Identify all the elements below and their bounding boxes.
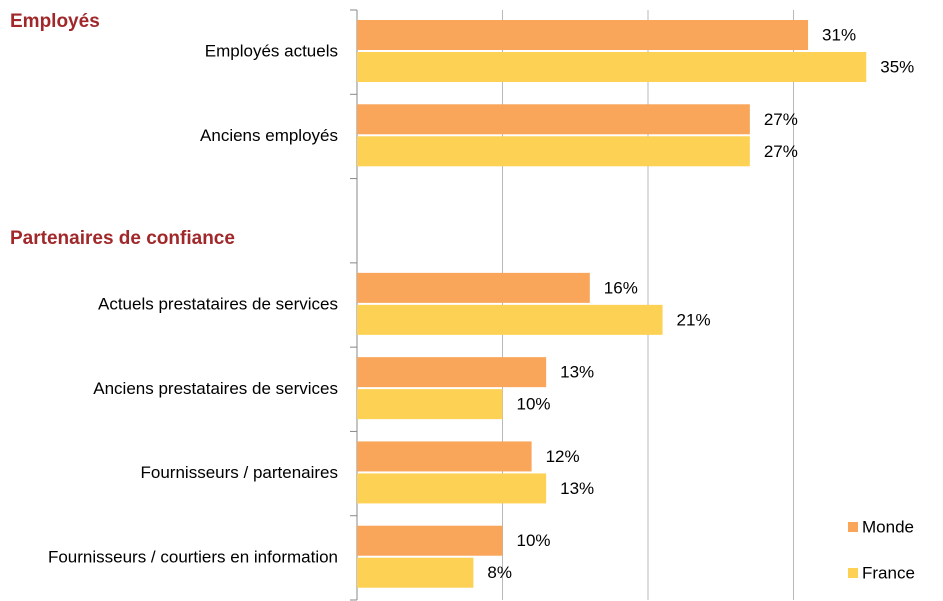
value-label: 35% [880, 57, 914, 76]
legend-swatch [848, 568, 858, 578]
value-label: 27% [764, 110, 798, 129]
category-label: Fournisseurs / partenaires [141, 463, 338, 482]
legend-label: France [862, 563, 915, 582]
bar [357, 104, 750, 135]
value-label: 13% [560, 479, 594, 498]
value-label: 10% [517, 531, 551, 550]
bar [357, 136, 750, 167]
bar [357, 473, 547, 504]
value-label: 31% [822, 25, 856, 44]
category-label: Fournisseurs / courtiers en information [48, 547, 338, 566]
legend-label: Monde [862, 517, 914, 536]
value-label: 12% [546, 447, 580, 466]
category-label: Anciens prestataires de services [93, 379, 338, 398]
value-label: 10% [517, 395, 551, 414]
bar [357, 304, 663, 335]
value-label: 27% [764, 142, 798, 161]
group-header: Employés [10, 11, 100, 32]
value-label: 13% [560, 363, 594, 382]
bar [357, 272, 590, 303]
legend-swatch [848, 522, 858, 532]
bar [357, 357, 547, 388]
bar [357, 20, 809, 50]
category-label: Anciens employés [200, 126, 338, 145]
value-label: 8% [487, 563, 512, 582]
group-header: Partenaires de confiance [10, 228, 235, 249]
bar [357, 557, 474, 588]
value-label: 16% [604, 278, 638, 297]
category-label: Employés actuels [205, 42, 338, 61]
category-label: Actuels prestataires de services [98, 294, 338, 313]
bar [357, 441, 532, 472]
bar [357, 389, 503, 420]
value-label: 21% [677, 310, 711, 329]
bar [357, 52, 867, 82]
bar [357, 525, 503, 556]
